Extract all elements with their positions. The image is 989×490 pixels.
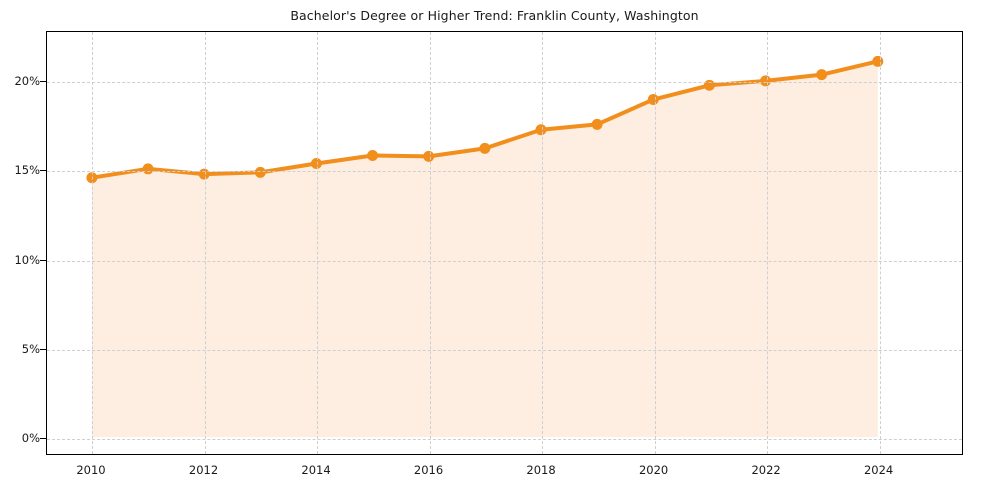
x-axis-tick-label: 2024 bbox=[863, 463, 894, 477]
gridline-vertical bbox=[317, 32, 319, 454]
data-point-marker bbox=[479, 142, 491, 154]
y-axis-tick-label: 20% bbox=[14, 73, 40, 88]
y-axis-tick-label: 15% bbox=[14, 163, 40, 178]
gridline-horizontal bbox=[47, 81, 962, 83]
x-axis-tick-label: 2016 bbox=[413, 463, 444, 477]
gridline-horizontal bbox=[47, 171, 962, 173]
plot-area bbox=[46, 31, 963, 455]
gridline-vertical bbox=[879, 32, 881, 454]
gridline-vertical bbox=[204, 32, 206, 454]
data-point-marker bbox=[816, 69, 828, 81]
series-svg bbox=[86, 55, 884, 438]
data-point-marker bbox=[254, 166, 266, 178]
y-axis-tick-mark bbox=[40, 259, 46, 261]
x-axis-tick-label: 2022 bbox=[751, 463, 781, 477]
series-line bbox=[89, 59, 880, 180]
gridline-horizontal bbox=[47, 260, 962, 262]
x-axis-tick-label: 2012 bbox=[188, 463, 219, 477]
y-axis-tick-label: 10% bbox=[14, 252, 40, 267]
data-point-marker bbox=[872, 55, 884, 67]
y-axis-tick-label: 5% bbox=[21, 341, 40, 356]
chart-title: Bachelor's Degree or Higher Trend: Frank… bbox=[290, 8, 699, 23]
y-axis-tick-mark bbox=[40, 80, 46, 82]
gridline-vertical bbox=[429, 32, 431, 454]
series-area-fill bbox=[91, 61, 878, 438]
x-axis-tick-label: 2018 bbox=[526, 463, 556, 477]
data-point-marker bbox=[142, 163, 154, 175]
data-point-marker bbox=[535, 124, 547, 136]
data-point-marker bbox=[591, 118, 603, 130]
y-axis-labels: 0% 5% 10% 15% 20% bbox=[0, 0, 40, 490]
plot-inner bbox=[47, 32, 962, 454]
x-axis-tick-label: 2020 bbox=[638, 463, 669, 477]
data-point-marker bbox=[647, 94, 659, 105]
data-point-marker bbox=[367, 150, 379, 161]
data-point-marker bbox=[760, 75, 772, 87]
gridline-horizontal bbox=[47, 349, 962, 351]
y-axis-tick-mark bbox=[40, 438, 46, 440]
gridline-vertical bbox=[92, 32, 93, 454]
gridline-vertical bbox=[767, 32, 769, 454]
y-axis-tick-label: 0% bbox=[21, 431, 40, 446]
x-axis-tick-label: 2014 bbox=[301, 463, 331, 477]
y-axis-tick-mark bbox=[40, 348, 46, 350]
gridline-horizontal bbox=[47, 439, 962, 441]
x-axis-tick-label: 2010 bbox=[76, 463, 106, 477]
gridline-vertical bbox=[654, 32, 656, 454]
gridline-vertical bbox=[542, 32, 544, 454]
y-axis-tick-mark bbox=[40, 170, 46, 172]
